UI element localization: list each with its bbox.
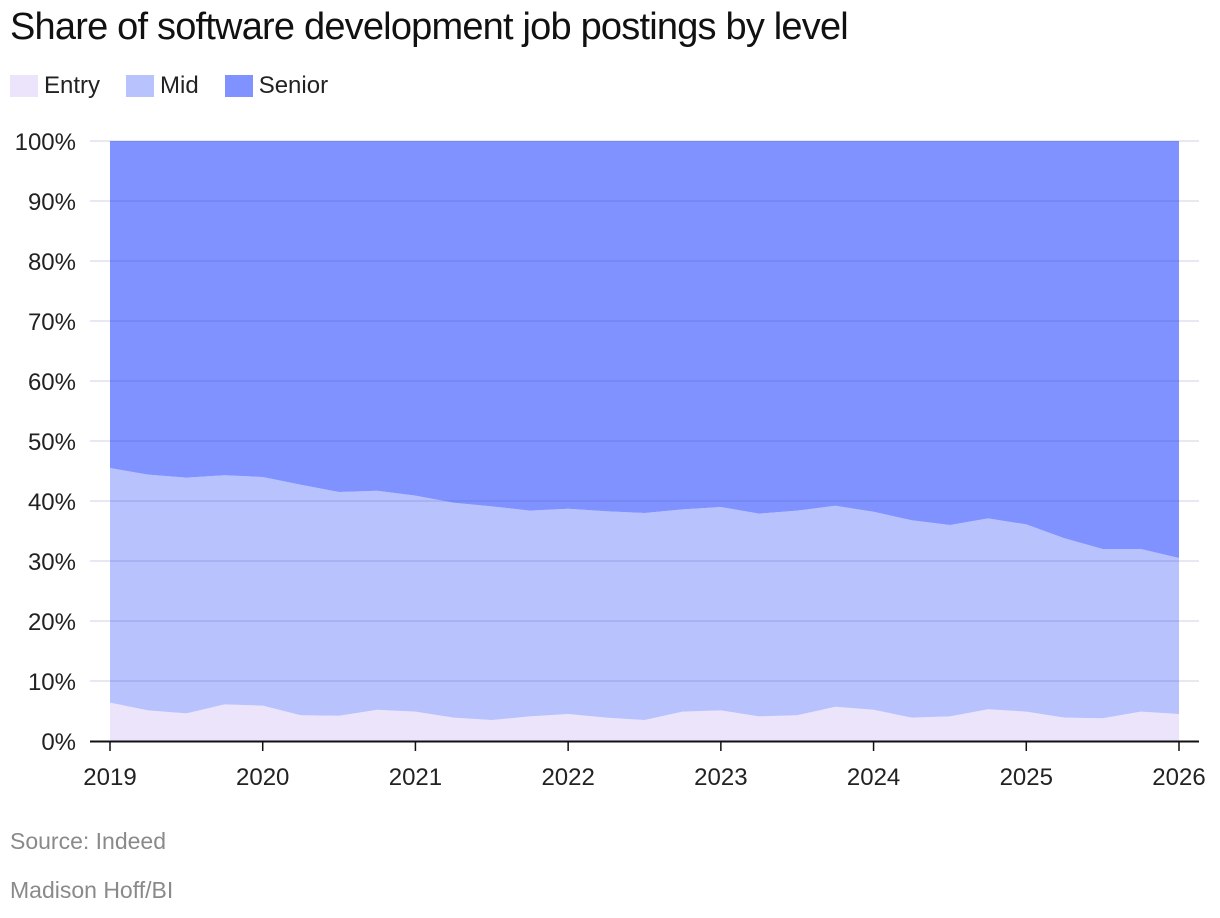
x-tick-label-2019: 2019 — [83, 764, 136, 791]
chart-title: Share of software development job postin… — [10, 6, 849, 48]
y-tick-label-90: 90% — [28, 189, 76, 216]
x-tick-label-2026: 2026 — [1152, 764, 1205, 791]
y-tick-label-40: 40% — [28, 489, 76, 516]
legend-label-entry: Entry — [44, 72, 101, 99]
legend-item-mid: Mid — [126, 72, 199, 100]
x-tick-label-2025: 2025 — [1000, 764, 1053, 791]
source-note: Source: Indeed — [10, 828, 167, 854]
area-entry — [110, 702, 1179, 741]
legend-item-entry: Entry — [10, 72, 100, 100]
legend: Entry Mid Senior — [10, 72, 354, 100]
credit-note: Madison Hoff/BI — [10, 877, 174, 903]
y-tick-label-80: 80% — [28, 249, 76, 276]
y-tick-label-50: 50% — [28, 429, 76, 456]
x-tick-label-2023: 2023 — [694, 764, 747, 791]
y-tick-label-0: 0% — [41, 729, 76, 756]
y-tick-label-30: 30% — [28, 549, 76, 576]
x-tick-label-2021: 2021 — [389, 764, 442, 791]
area-senior — [110, 141, 1179, 558]
y-tick-label-20: 20% — [28, 609, 76, 636]
legend-item-senior: Senior — [224, 72, 329, 100]
legend-label-mid: Mid — [160, 72, 199, 99]
x-tick-label-2020: 2020 — [236, 764, 289, 791]
y-tick-label-60: 60% — [28, 369, 76, 396]
x-tick-label-2024: 2024 — [847, 764, 900, 791]
x-tick-label-2022: 2022 — [541, 764, 594, 791]
area-mid — [110, 468, 1179, 720]
legend-swatch-entry — [10, 75, 38, 97]
legend-swatch-mid — [126, 75, 155, 97]
legend-label-senior: Senior — [258, 72, 329, 99]
y-tick-label-70: 70% — [28, 309, 76, 336]
y-tick-label-10: 10% — [28, 669, 76, 696]
y-tick-label-100: 100% — [15, 129, 76, 156]
legend-swatch-senior — [224, 75, 253, 97]
